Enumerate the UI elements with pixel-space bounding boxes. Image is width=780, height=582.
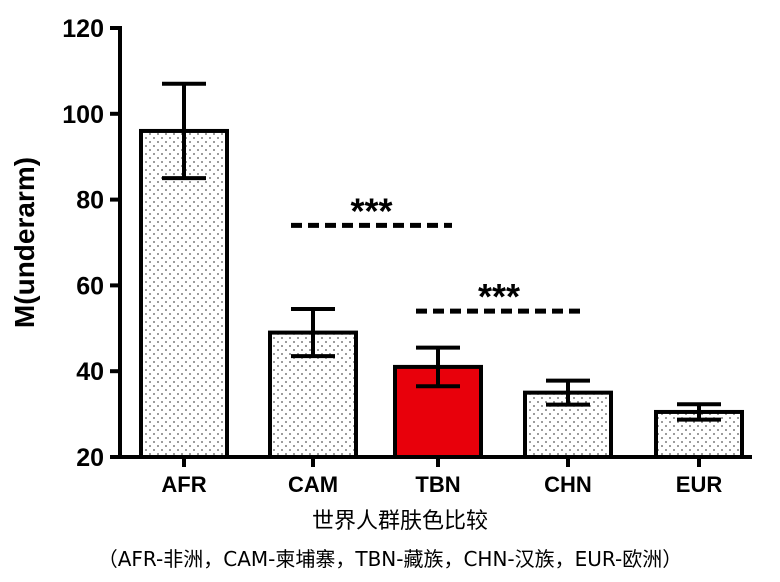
significance-layer: *** *** (291, 190, 582, 317)
y-axis-label: M(underarm) (9, 157, 40, 328)
bar-afr (139, 128, 229, 460)
error-bar-tbn (416, 345, 460, 389)
y-tick-label-120: 120 (62, 15, 104, 43)
x-tick-label-eur: EUR (676, 472, 723, 497)
y-tick-label-60: 60 (76, 272, 104, 300)
significance-label-1: *** (350, 190, 392, 231)
bars-layer (139, 128, 744, 460)
significance-marker-1: *** (291, 190, 452, 231)
x-tick-label-cam: CAM (288, 472, 338, 497)
significance-marker-2: *** (416, 276, 582, 317)
labels-layer: 20 40 60 80 100 120 AFR CAM TBN CHN EUR M(underarm)… (9, 15, 722, 571)
x-tick-label-afr: AFR (161, 472, 206, 497)
y-tick-label-80: 80 (76, 187, 104, 215)
axes-layer (110, 26, 752, 467)
x-axis-label: 世界人群肤色比较 (312, 509, 488, 534)
significance-label-2: *** (478, 276, 520, 317)
y-tick-label-40: 40 (76, 358, 104, 386)
error-bar-chn (546, 378, 590, 407)
error-bars-layer (162, 81, 721, 422)
x-tick-label-chn: CHN (544, 472, 592, 497)
y-tick-label-100: 100 (62, 101, 104, 129)
error-bar-cam (291, 306, 335, 359)
x-tick-label-tbn: TBN (415, 472, 460, 497)
bar-chn (523, 390, 613, 459)
legend-caption: （AFR-非洲，CAM-柬埔寨，TBN-藏族，CHN-汉族，EUR-欧洲） (98, 547, 682, 571)
error-bar-eur (677, 402, 721, 422)
error-bar-afr (162, 81, 206, 181)
y-tick-label-20: 20 (76, 444, 104, 472)
